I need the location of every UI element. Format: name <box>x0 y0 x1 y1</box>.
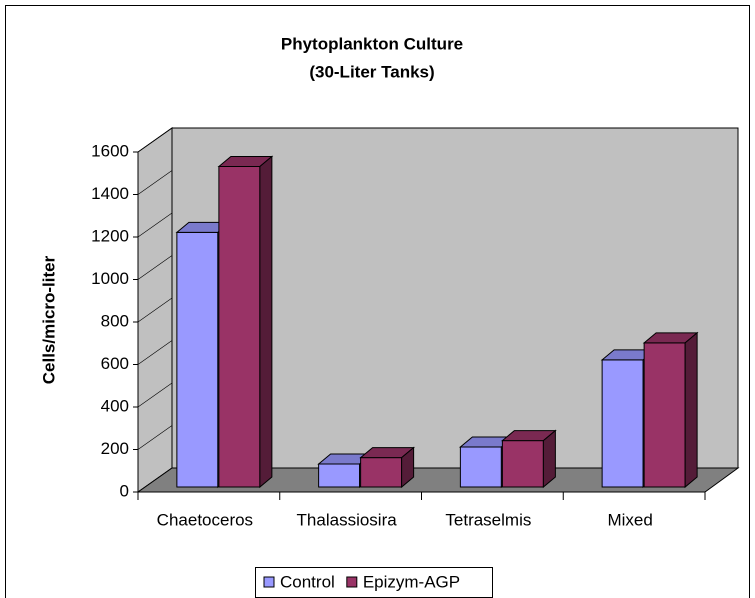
side-grid <box>137 467 173 493</box>
bar-side <box>542 429 556 489</box>
legend-swatch <box>263 576 275 588</box>
bar-front <box>218 166 261 488</box>
y-tick-label: 1000 <box>91 269 129 288</box>
bar <box>359 446 416 489</box>
bar-side <box>401 446 415 489</box>
chart-title: Phytoplankton Culture <box>281 34 463 53</box>
bar <box>217 155 274 489</box>
bar-front <box>176 231 219 488</box>
y-tick-label: 1400 <box>91 184 129 203</box>
side-grid <box>137 170 173 195</box>
y-tick-label: 0 <box>120 481 129 500</box>
y-tick-label: 600 <box>101 354 129 373</box>
x-tick-label: Tetraselmis <box>445 510 531 529</box>
side-grid <box>137 425 173 450</box>
y-tick-label: 1600 <box>91 141 129 160</box>
bar-front <box>501 440 544 488</box>
side-grid <box>137 255 173 280</box>
side-grid <box>137 340 173 365</box>
x-tick-label: Chaetoceros <box>157 510 253 529</box>
bar-side <box>259 155 273 489</box>
legend-label: Epizym-AGP <box>363 572 460 591</box>
side-grid <box>137 127 173 153</box>
bar-front <box>459 446 502 488</box>
side-grid <box>137 212 173 238</box>
bar-front <box>643 342 686 488</box>
y-tick-label: 800 <box>101 311 129 330</box>
side-grid <box>137 382 173 408</box>
legend-label: Control <box>280 572 335 591</box>
chart-subtitle: (30-Liter Tanks) <box>309 62 434 81</box>
bar <box>500 429 557 489</box>
chart-border <box>5 5 750 598</box>
legend <box>255 567 493 598</box>
bar-front <box>360 457 403 488</box>
y-tick-label: 200 <box>101 439 129 458</box>
x-tick-label: Thalassiosira <box>297 510 398 529</box>
bar-front <box>601 359 644 488</box>
x-tick-label: Mixed <box>607 510 652 529</box>
legend-swatch <box>346 576 358 588</box>
y-tick-label: 1200 <box>91 226 129 245</box>
bar <box>642 331 699 489</box>
bar-front <box>318 463 361 488</box>
side-grid <box>137 297 173 323</box>
bar-side <box>684 331 698 489</box>
y-tick-label: 400 <box>101 396 129 415</box>
y-axis-label: Cells/micro-liter <box>39 255 58 384</box>
